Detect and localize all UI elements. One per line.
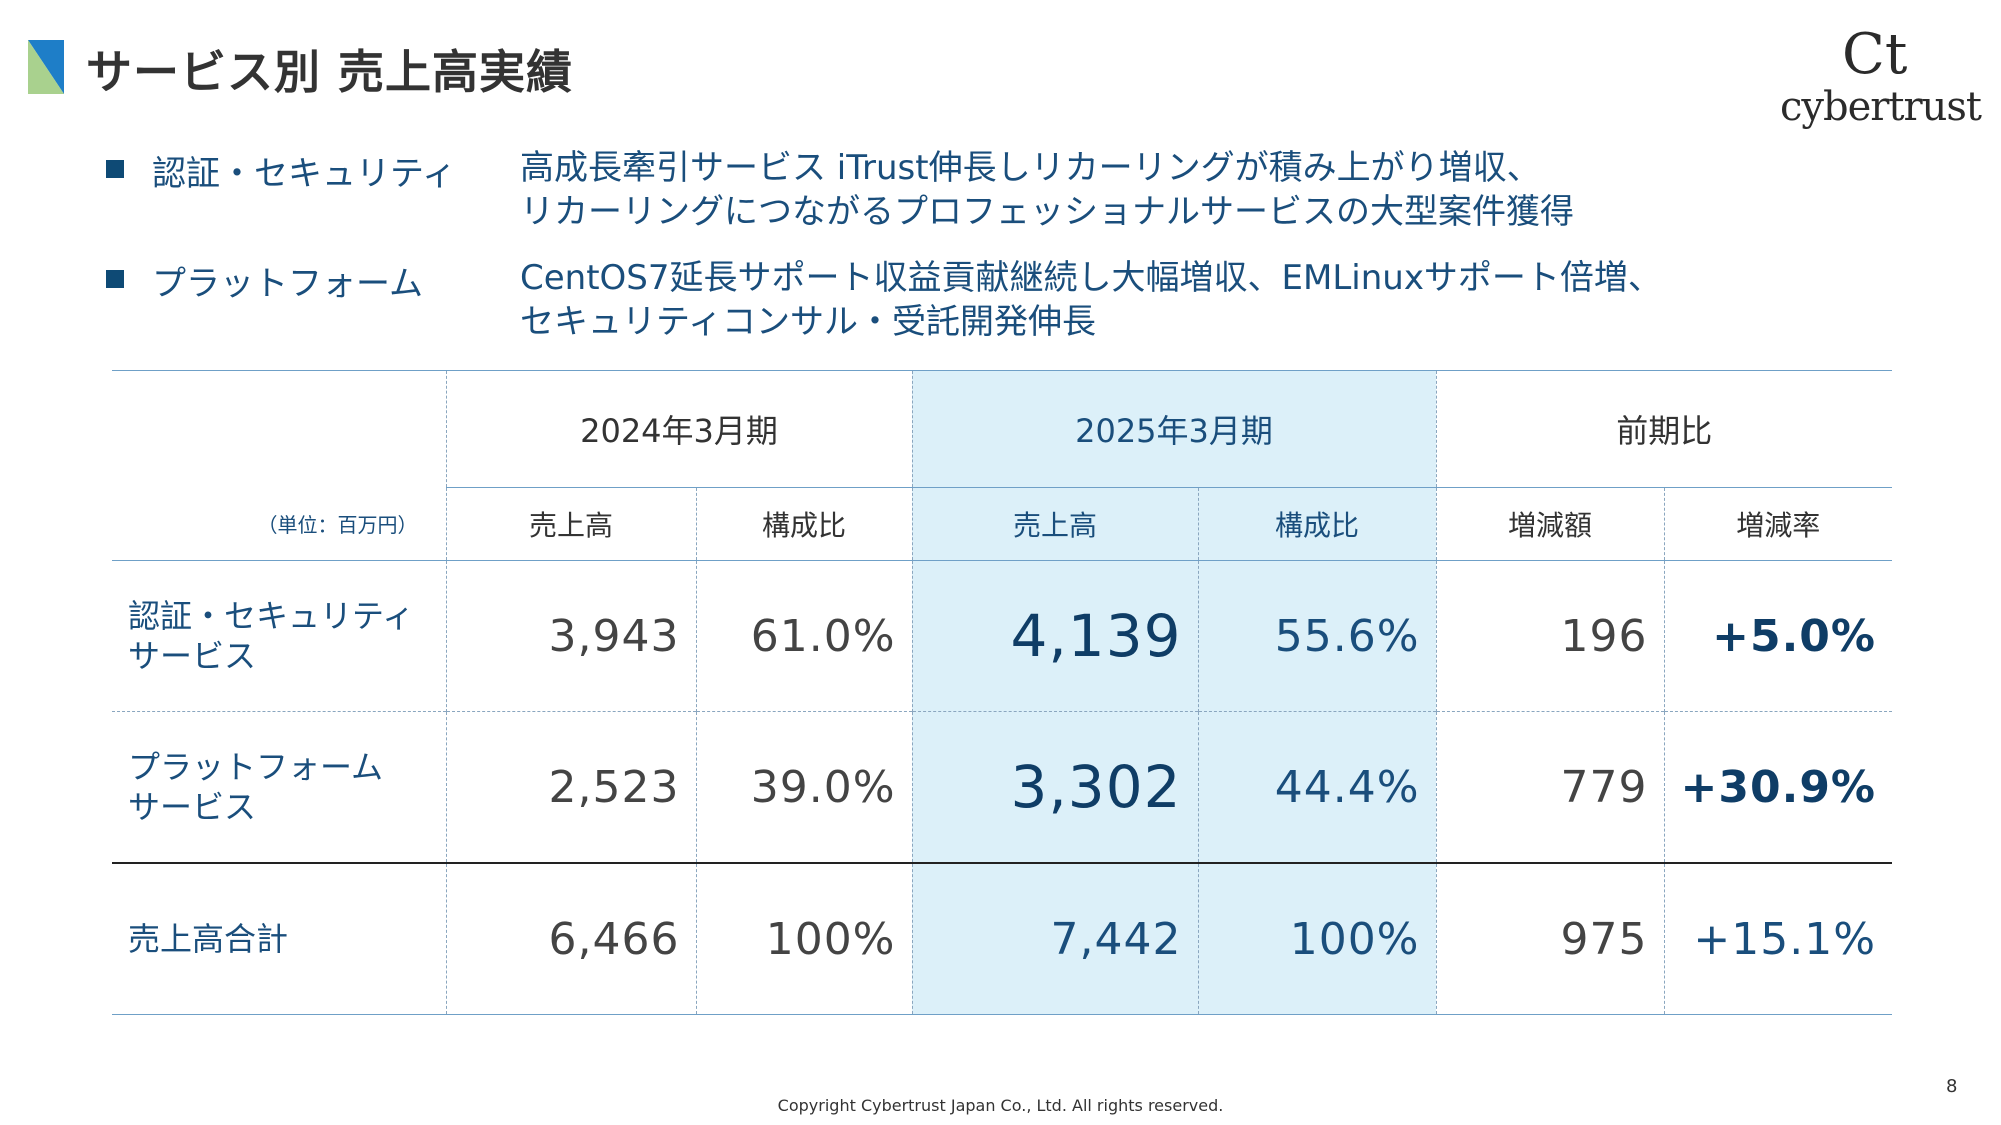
copyright-text: Copyright Cybertrust Japan Co., Ltd. All…	[777, 1096, 1224, 1115]
table-row: 認証・セキュリティ サービス 3,943 61.0% 4,139 55.6% 1…	[112, 560, 1893, 712]
value-ratio-2025: 44.4%	[1197, 711, 1436, 863]
row-label-line: プラットフォーム	[128, 748, 384, 786]
bullet-item: 認証・セキュリティ 高成長牽引サービス iTrust伸長しリカーリングが積み上が…	[106, 146, 1926, 256]
value-sales-2025: 7,442	[911, 862, 1198, 1015]
value-change-rate: +5.0%	[1663, 560, 1893, 712]
table-sub-header-row: （単位：百万円） 売上高 構成比 売上高 構成比 増減額 増減率	[112, 487, 1893, 561]
table-group-header-row: 2024年3月期 2025年3月期 前期比	[112, 370, 1893, 488]
value-sales-2024: 2,523	[445, 711, 696, 863]
value-change-amount: 975	[1435, 862, 1664, 1015]
unit-label: （単位：百万円）	[257, 513, 418, 538]
title-accent-icon	[28, 40, 64, 94]
bullet-line: CentOS7延長サポート収益貢献継続し大幅増収、EMLinuxサポート倍増、	[520, 258, 1662, 298]
value-sales-2025: 4,139	[911, 560, 1198, 712]
value-ratio-2025: 55.6%	[1197, 560, 1436, 712]
bullet-line: 高成長牽引サービス iTrust伸長しリカーリングが積み上がり増収、	[520, 148, 1541, 188]
value-ratio-2025: 100%	[1197, 862, 1436, 1015]
company-logo: Ct cybertrust	[1780, 22, 1982, 134]
subheader-change-rate: 増減率	[1663, 487, 1893, 561]
subheader-sales-2025: 売上高	[911, 487, 1198, 561]
value-change-rate: +15.1%	[1663, 862, 1893, 1015]
bullet-square-icon	[106, 160, 124, 178]
bullet-label: 認証・セキュリティ	[152, 154, 456, 194]
subheader-sales-2024: 売上高	[445, 487, 696, 561]
bullet-text: 高成長牽引サービス iTrust伸長しリカーリングが積み上がり増収、 リカーリン…	[520, 146, 1574, 234]
bullet-text: CentOS7延長サポート収益貢献継続し大幅増収、EMLinuxサポート倍増、 …	[520, 256, 1662, 344]
row-label-line: サービス	[128, 637, 257, 675]
logo-wordmark: cybertrust	[1780, 84, 1982, 130]
value-sales-2024: 3,943	[445, 560, 696, 712]
bullet-label: プラットフォーム	[152, 264, 423, 304]
subheader-ratio-2024: 構成比	[695, 487, 912, 561]
value-change-amount: 779	[1435, 711, 1664, 863]
bullet-line: リカーリングにつながるプロフェッショナルサービスの大型案件獲得	[520, 192, 1574, 232]
table-row: プラットフォーム サービス 2,523 39.0% 3,302 44.4% 77…	[112, 711, 1893, 863]
subheader-ratio-2025: 構成比	[1197, 487, 1436, 561]
row-label-line: 売上高合計	[128, 920, 289, 958]
value-sales-2025: 3,302	[911, 711, 1198, 863]
row-label-line: サービス	[128, 788, 257, 826]
value-sales-2024: 6,466	[445, 862, 696, 1015]
value-change-amount: 196	[1435, 560, 1664, 712]
table-corner-cell	[112, 370, 446, 488]
summary-bullets: 認証・セキュリティ 高成長牽引サービス iTrust伸長しリカーリングが積み上が…	[106, 146, 1926, 366]
header-fy2025: 2025年3月期	[911, 370, 1436, 488]
bullet-line: セキュリティコンサル・受託開発伸長	[520, 302, 1096, 342]
sales-table: 2024年3月期 2025年3月期 前期比 （単位：百万円） 売上高 構成比 売…	[112, 370, 1893, 1015]
subheader-change-amount: 増減額	[1435, 487, 1664, 561]
row-label: 売上高合計	[112, 862, 446, 1015]
bullet-square-icon	[106, 270, 124, 288]
table-total-row: 売上高合計 6,466 100% 7,442 100% 975 +15.1%	[112, 862, 1893, 1015]
row-label-line: 認証・セキュリティ	[128, 597, 415, 635]
value-ratio-2024: 100%	[695, 862, 912, 1015]
row-label: プラットフォーム サービス	[112, 711, 446, 863]
header-fy2024: 2024年3月期	[445, 370, 912, 488]
logo-mark: Ct	[1842, 22, 1908, 87]
bullet-item: プラットフォーム CentOS7延長サポート収益貢献継続し大幅増収、EMLinu…	[106, 256, 1926, 366]
page-title: サービス別 売上高実績	[86, 45, 574, 99]
header-yoy: 前期比	[1435, 370, 1893, 488]
value-ratio-2024: 39.0%	[695, 711, 912, 863]
row-label: 認証・セキュリティ サービス	[112, 560, 446, 712]
page-number: 8	[1946, 1076, 1958, 1097]
value-ratio-2024: 61.0%	[695, 560, 912, 712]
value-change-rate: +30.9%	[1663, 711, 1893, 863]
